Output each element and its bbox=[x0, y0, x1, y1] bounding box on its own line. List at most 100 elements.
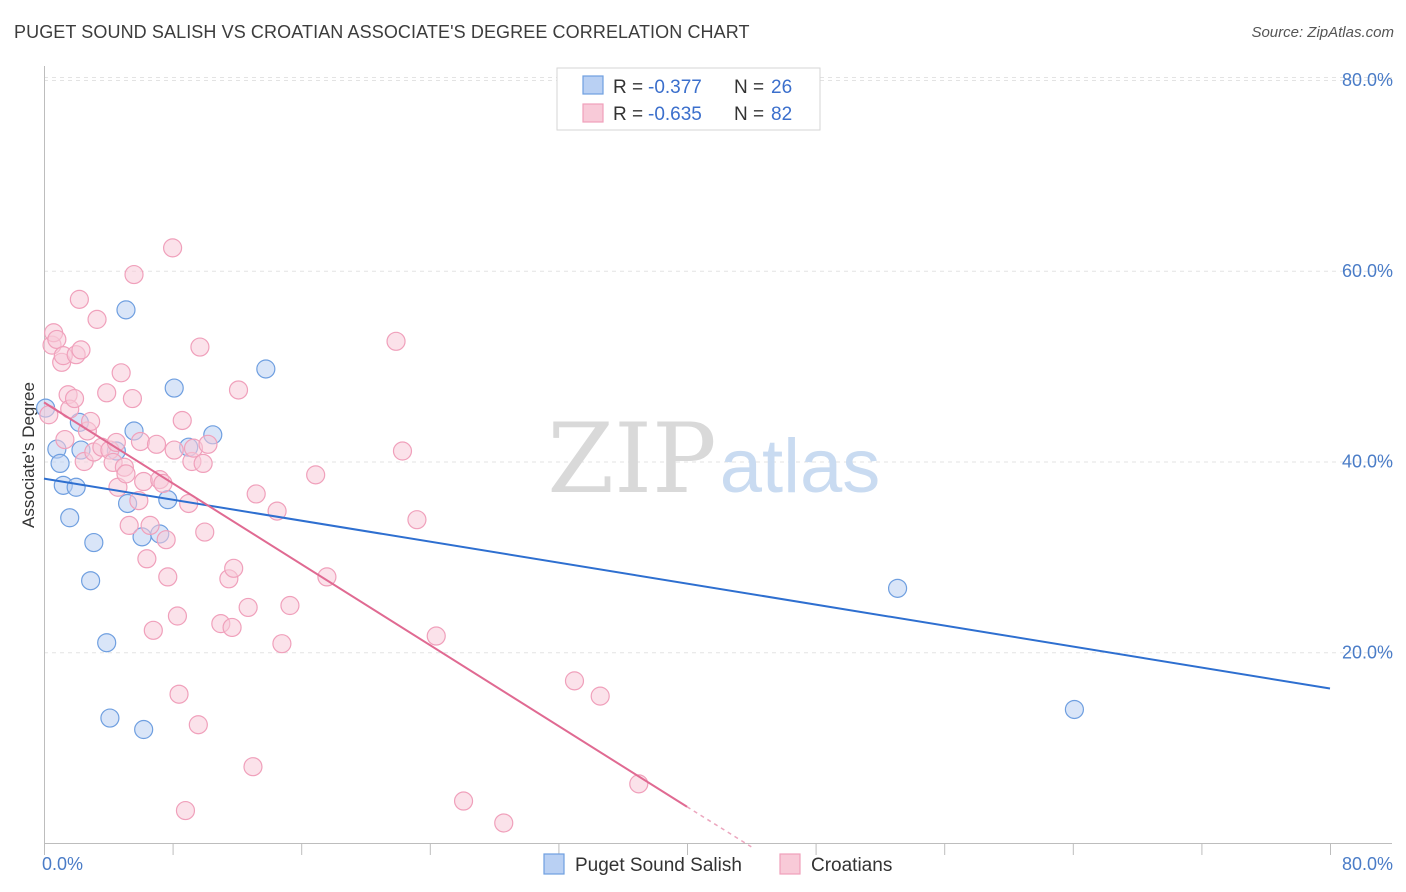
point-croatians-75 bbox=[590, 686, 610, 706]
point-croatians-73 bbox=[494, 813, 514, 833]
grid-lines bbox=[44, 77, 1392, 654]
point-croatians-15 bbox=[81, 411, 101, 432]
bottom-legend: Puget Sound Salish Croatians bbox=[543, 853, 892, 876]
point-croatians-45 bbox=[172, 410, 192, 431]
point-puget-8 bbox=[81, 571, 101, 591]
y-tick-label-0: 20.0% bbox=[1342, 642, 1393, 662]
point-puget-16 bbox=[134, 719, 154, 740]
point-croatians-74 bbox=[564, 671, 585, 691]
y-tick-label-1: 40.0% bbox=[1342, 452, 1393, 472]
point-croatians-67 bbox=[317, 567, 337, 587]
point-croatians-46 bbox=[175, 800, 196, 821]
point-croatians-26 bbox=[116, 464, 136, 484]
legend-n-label-croatians: N = bbox=[734, 104, 764, 125]
tick-labels: 20.0% 40.0% 60.0% 80.0% 0.0% 80.0% bbox=[42, 70, 1393, 874]
point-croatians-6 bbox=[55, 429, 75, 450]
point-croatians-29 bbox=[124, 264, 144, 285]
point-croatians-66 bbox=[306, 465, 326, 485]
point-croatians-19 bbox=[97, 383, 117, 403]
legend-n-value-puget: 26 bbox=[771, 77, 792, 98]
point-croatians-64 bbox=[272, 634, 292, 654]
watermark-atlas: atlas bbox=[720, 424, 881, 509]
trend-line-croatians bbox=[43, 401, 688, 808]
bottom-legend-label-croatians: Croatians bbox=[811, 855, 892, 876]
legend-r-value-croatians: -0.635 bbox=[648, 104, 702, 125]
point-croatians-42 bbox=[164, 440, 184, 460]
point-croatians-58 bbox=[224, 558, 244, 578]
point-croatians-57 bbox=[222, 617, 242, 638]
y-tick-label-3: 80.0% bbox=[1342, 70, 1393, 90]
chart-source: Source: ZipAtlas.com bbox=[1251, 24, 1394, 41]
point-croatians-69 bbox=[392, 441, 413, 461]
point-puget-9 bbox=[84, 532, 104, 553]
trend-lines bbox=[43, 401, 1331, 848]
point-croatians-27 bbox=[119, 515, 139, 536]
legend-r-label-puget: R = bbox=[613, 77, 643, 98]
data-points bbox=[36, 238, 1085, 833]
y-tick-label-2: 60.0% bbox=[1342, 261, 1393, 281]
zipatlas-watermark: ZIP atlas bbox=[547, 403, 880, 515]
point-croatians-11 bbox=[69, 289, 89, 309]
point-croatians-50 bbox=[188, 715, 208, 735]
point-croatians-28 bbox=[122, 388, 143, 409]
point-croatians-9 bbox=[64, 388, 85, 409]
point-croatians-51 bbox=[190, 337, 210, 357]
point-puget-20 bbox=[164, 378, 184, 398]
point-croatians-24 bbox=[111, 363, 131, 383]
point-croatians-3 bbox=[47, 329, 67, 350]
point-croatians-36 bbox=[146, 434, 167, 454]
point-croatians-52 bbox=[193, 453, 213, 474]
point-puget-11 bbox=[100, 708, 120, 728]
legend: R = -0.377 N = 26 R = -0.635 N = 82 bbox=[556, 67, 821, 131]
bottom-legend-swatch-puget bbox=[543, 853, 565, 875]
point-puget-10 bbox=[97, 633, 117, 653]
point-croatians-30 bbox=[129, 491, 149, 511]
point-croatians-35 bbox=[143, 620, 163, 640]
legend-swatch-puget bbox=[582, 75, 604, 95]
point-puget-7 bbox=[66, 477, 86, 497]
point-puget-2 bbox=[50, 453, 70, 474]
point-puget-23 bbox=[256, 359, 276, 379]
legend-r-label-croatians: R = bbox=[613, 104, 643, 125]
point-croatians-43 bbox=[167, 606, 188, 626]
point-croatians-31 bbox=[130, 431, 151, 452]
point-puget-4 bbox=[60, 508, 80, 528]
point-croatians-40 bbox=[158, 567, 178, 587]
y-axis-label: Associate's Degree bbox=[19, 382, 38, 528]
legend-swatch-croatians bbox=[582, 103, 604, 123]
point-croatians-71 bbox=[426, 626, 446, 646]
point-croatians-62 bbox=[246, 484, 266, 504]
point-croatians-70 bbox=[407, 510, 427, 530]
watermark-zip: ZIP bbox=[547, 403, 716, 515]
point-croatians-33 bbox=[137, 549, 157, 569]
point-croatians-61 bbox=[243, 757, 263, 777]
point-croatians-72 bbox=[453, 791, 474, 811]
point-croatians-41 bbox=[163, 238, 183, 258]
point-croatians-68 bbox=[386, 331, 406, 351]
axes bbox=[44, 66, 1392, 855]
chart-title: PUGET SOUND SALISH VS CROATIAN ASSOCIATE… bbox=[14, 22, 750, 42]
point-croatians-65 bbox=[280, 595, 300, 616]
point-croatians-44 bbox=[169, 684, 189, 704]
trend-line-extension-croatians bbox=[686, 806, 752, 848]
x-tick-label-0: 0.0% bbox=[42, 854, 83, 874]
point-puget-25 bbox=[1064, 699, 1085, 720]
point-croatians-34 bbox=[140, 515, 160, 536]
point-croatians-53 bbox=[195, 522, 215, 542]
point-croatians-17 bbox=[87, 309, 107, 329]
trend-line-puget bbox=[43, 477, 1331, 690]
point-croatians-12 bbox=[71, 340, 91, 360]
x-tick-label-1: 80.0% bbox=[1342, 854, 1393, 874]
point-puget-24 bbox=[887, 578, 908, 598]
bottom-legend-swatch-croatians bbox=[779, 853, 801, 875]
legend-n-label-puget: N = bbox=[734, 77, 764, 98]
legend-r-value-puget: -0.377 bbox=[648, 77, 702, 98]
point-croatians-60 bbox=[238, 597, 258, 618]
point-croatians-32 bbox=[134, 471, 154, 492]
legend-n-value-croatians: 82 bbox=[771, 104, 792, 125]
point-croatians-39 bbox=[156, 530, 176, 550]
point-croatians-59 bbox=[228, 380, 249, 400]
bottom-legend-label-puget: Puget Sound Salish bbox=[575, 855, 742, 876]
point-puget-13 bbox=[116, 300, 136, 320]
